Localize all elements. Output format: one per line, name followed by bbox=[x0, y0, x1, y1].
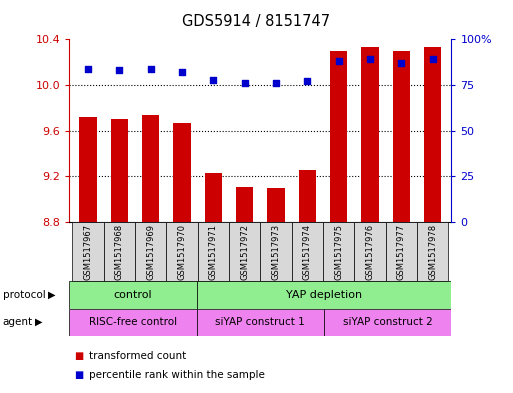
Bar bbox=[354, 222, 386, 281]
Text: GDS5914 / 8151747: GDS5914 / 8151747 bbox=[183, 14, 330, 29]
Text: GSM1517970: GSM1517970 bbox=[177, 224, 187, 279]
Bar bbox=[424, 47, 441, 222]
Text: GSM1517975: GSM1517975 bbox=[334, 224, 343, 279]
Text: percentile rank within the sample: percentile rank within the sample bbox=[89, 370, 265, 380]
Text: siYAP construct 1: siYAP construct 1 bbox=[215, 317, 305, 327]
Text: ■: ■ bbox=[74, 370, 84, 380]
Text: GSM1517977: GSM1517977 bbox=[397, 224, 406, 279]
Text: control: control bbox=[114, 290, 152, 300]
Text: ▶: ▶ bbox=[35, 317, 43, 327]
Point bbox=[428, 56, 437, 62]
Point bbox=[272, 80, 280, 86]
Point bbox=[303, 78, 311, 84]
Point bbox=[178, 69, 186, 75]
Text: protocol: protocol bbox=[3, 290, 45, 300]
Text: GSM1517968: GSM1517968 bbox=[115, 224, 124, 279]
Bar bbox=[417, 222, 448, 281]
Text: GSM1517971: GSM1517971 bbox=[209, 224, 218, 279]
Text: YAP depletion: YAP depletion bbox=[286, 290, 362, 300]
Text: GSM1517973: GSM1517973 bbox=[271, 224, 281, 279]
Bar bbox=[196, 281, 451, 309]
Text: RISC-free control: RISC-free control bbox=[89, 317, 177, 327]
Point bbox=[241, 80, 249, 86]
Bar bbox=[393, 51, 410, 222]
Bar bbox=[166, 222, 198, 281]
Text: agent: agent bbox=[3, 317, 33, 327]
Point bbox=[366, 56, 374, 62]
Point bbox=[397, 60, 405, 66]
Text: GSM1517978: GSM1517978 bbox=[428, 224, 437, 279]
Bar bbox=[229, 222, 261, 281]
Bar bbox=[72, 222, 104, 281]
Bar bbox=[361, 47, 379, 222]
Text: GSM1517972: GSM1517972 bbox=[240, 224, 249, 279]
Bar bbox=[330, 51, 347, 222]
Text: GSM1517974: GSM1517974 bbox=[303, 224, 312, 279]
Bar bbox=[386, 222, 417, 281]
Text: siYAP construct 2: siYAP construct 2 bbox=[343, 317, 432, 327]
Text: transformed count: transformed count bbox=[89, 351, 186, 361]
Bar bbox=[135, 222, 166, 281]
Bar bbox=[261, 222, 292, 281]
Text: ▶: ▶ bbox=[48, 290, 55, 300]
Bar bbox=[267, 188, 285, 222]
Text: GSM1517967: GSM1517967 bbox=[84, 224, 92, 279]
Point bbox=[209, 76, 218, 83]
Bar bbox=[323, 222, 354, 281]
Bar bbox=[205, 173, 222, 222]
Bar bbox=[69, 281, 196, 309]
Bar bbox=[111, 119, 128, 222]
Point bbox=[115, 67, 124, 73]
Bar bbox=[104, 222, 135, 281]
Point bbox=[147, 65, 155, 72]
Bar bbox=[324, 309, 451, 336]
Bar bbox=[69, 309, 196, 336]
Bar bbox=[173, 123, 191, 222]
Text: ■: ■ bbox=[74, 351, 84, 361]
Bar bbox=[196, 309, 324, 336]
Bar bbox=[236, 187, 253, 222]
Point bbox=[334, 58, 343, 64]
Bar bbox=[299, 169, 316, 222]
Text: GSM1517976: GSM1517976 bbox=[365, 224, 374, 279]
Bar bbox=[198, 222, 229, 281]
Point bbox=[84, 65, 92, 72]
Bar bbox=[142, 115, 160, 222]
Bar bbox=[292, 222, 323, 281]
Text: GSM1517969: GSM1517969 bbox=[146, 224, 155, 279]
Bar bbox=[80, 117, 96, 222]
